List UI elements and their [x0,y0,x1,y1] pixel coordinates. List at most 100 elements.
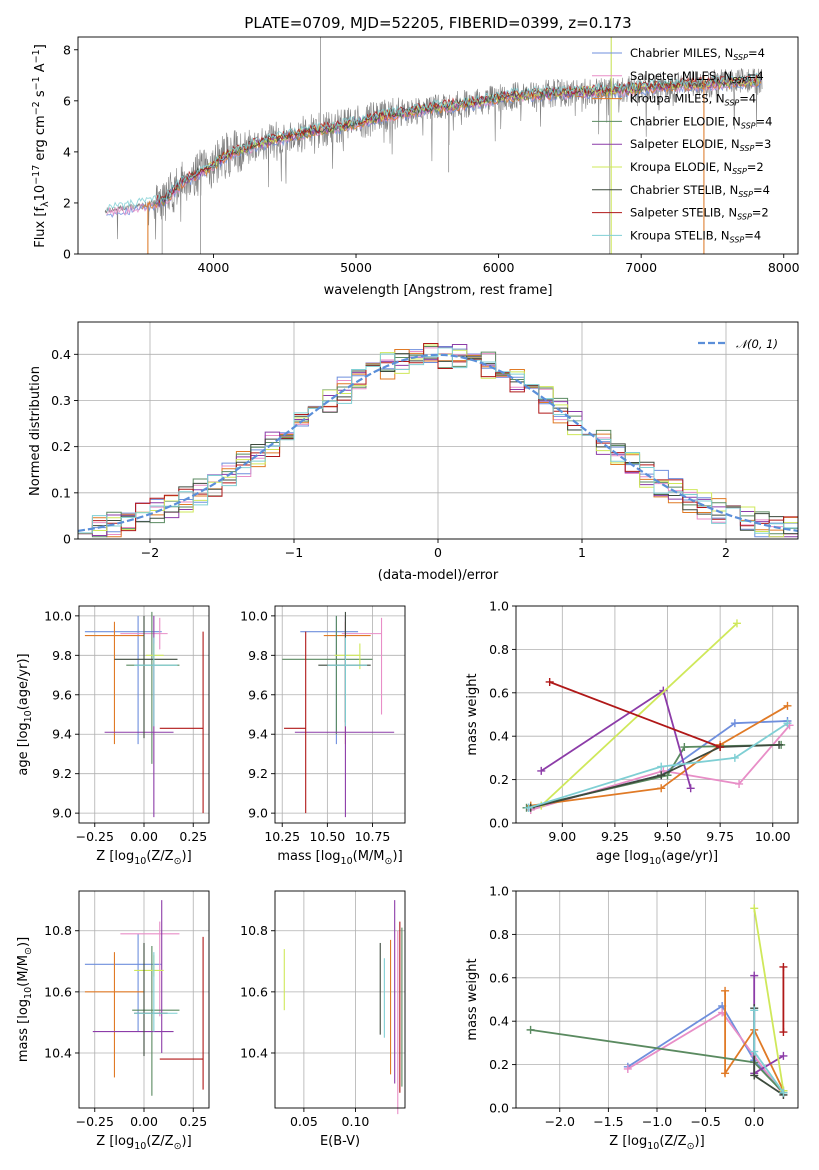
weight-marker [779,1051,788,1060]
x-tick-label: 5000 [340,260,372,275]
x-tick-label: 0.00 [130,1114,158,1129]
x-tick-label: −0.5 [690,1114,720,1129]
legend-entry: Kroupa ELODIE, NSSP=2 [630,160,764,176]
x-tick-label: −0.25 [76,829,114,844]
age-vs-metallicity-panel: −0.25 0.00 0.25 9.0 9.2 9.4 9.6 9.8 10.0 Z [log10… [16,605,210,867]
mass-vs-ebv-panel: 0.05 0.10 10.4 10.6 10.8 E(B-V) [240,890,406,1149]
y-tick-label: 0.3 [51,393,71,408]
x-tick-label: 0.05 [290,1114,318,1129]
y-tick-label: 0.6 [489,685,509,700]
weight-line-5 [753,908,785,1091]
y-tick-label: 0.4 [489,729,509,744]
x-tick-label: 2 [722,545,730,560]
legend-entry: Chabrier ELODIE, NSSP=4 [630,114,772,130]
x-tick-label: 10.75 [355,829,391,844]
x-tick-label: −2 [141,545,159,560]
x-tick-label: 4000 [198,260,230,275]
weight-marker [686,784,695,793]
weight-marker [657,771,666,780]
y-tick-label: 0.6 [489,970,509,985]
weight-line-5 [540,622,738,807]
weight-marker [716,743,725,752]
weight-marker [732,619,741,628]
y-tick-label: 0.8 [489,642,509,657]
x-tick-label: 9.50 [654,829,682,844]
y-tick-label: 0.4 [51,347,71,362]
legend-entry: Salpeter STELIB, NSSP=2 [630,206,769,222]
axes-frame [515,605,799,824]
axes-frame [274,890,406,1109]
x-axis-label: (data-model)/error [378,568,499,583]
weight-line-6 [530,744,780,809]
weight-marker [750,971,759,980]
legend-entry: Salpeter MILES, NSSP=4 [630,69,764,85]
weight-marker [545,677,554,686]
weight-marker [657,784,666,793]
legend-entry: Chabrier STELIB, NSSP=4 [630,183,770,199]
x-tick-label: 0 [434,545,442,560]
y-tick-label: 10.8 [240,923,268,938]
y-tick-label: 9.8 [52,648,72,663]
y-axis-label: mass weight [465,958,480,1040]
weight-vs-metallicity-panel: −2.0 −1.5 −1.0 −0.5 0.0 0.0 0.2 0.4 0.6 0.8 1.0 Z [… [465,884,799,1152]
y-tick-label: 8 [63,42,71,57]
y-tick-label: 0.0 [489,816,509,831]
weight-vs-age-panel: 9.00 9.25 9.50 9.75 10.00 0.0 0.2 0.4 0.6 0.8 1.0 a… [465,599,799,867]
y-tick-label: 9.4 [52,727,72,742]
x-tick-label: 0.10 [342,1114,370,1129]
weight-marker [750,1071,759,1080]
y-axis-label: mass weight [465,673,480,755]
weight-marker [524,803,533,812]
weight-line-8 [528,722,788,809]
x-axis-label: age [log10(age/yr)] [596,849,718,867]
x-tick-label: −1.0 [642,1114,672,1129]
y-tick-label: 9.2 [52,766,72,781]
y-tick-label: 10.4 [240,1045,268,1060]
x-tick-label: 9.75 [706,829,734,844]
weight-marker [526,1025,535,1034]
weight-marker [779,1088,788,1097]
y-tick-label: 0.2 [489,772,509,787]
weight-marker [730,719,739,728]
weight-line-2 [530,705,788,807]
weight-marker [775,740,784,749]
x-tick-label: 9.25 [601,829,629,844]
x-axis-label: Z [log10(Z/Z⊙)] [609,1134,704,1152]
weight-marker [623,1064,632,1073]
x-tick-label: 10.50 [309,829,345,844]
weight-marker [735,779,744,788]
y-tick-label: 1.0 [489,599,509,614]
y-axis-label: age [log10(age/yr)] [16,653,34,775]
x-tick-label: −1.5 [593,1114,623,1129]
legend-entry: Kroupa MILES, NSSP=4 [630,92,756,108]
y-tick-label: 0.0 [489,1101,509,1116]
y-axis-label: Normed distribution [28,366,43,496]
x-axis-label: mass [log10(M/M⊙)] [277,849,402,867]
y-tick-label: 10.0 [240,608,268,623]
residual-histogram-panel: −2 −1 0 1 2 0 0.1 0.2 0.3 0.4 (data-model)/error No… [28,321,799,583]
weight-marker [721,1069,730,1078]
age-vs-mass-panel: 10.25 10.50 10.75 9.0 9.2 9.4 9.6 9.8 10.0 mass [… [240,605,406,867]
legend-entry: Salpeter ELODIE, NSSP=3 [630,137,771,153]
x-tick-label: 10.25 [264,829,300,844]
y-tick-label: 9.2 [248,766,268,781]
y-tick-label: 4 [63,144,71,159]
x-tick-label: 8000 [768,260,800,275]
y-tick-label: 9.4 [248,727,268,742]
y-tick-label: 9.0 [52,806,72,821]
weight-marker [750,1047,759,1056]
y-tick-label: 0 [63,532,71,547]
weight-marker [730,753,739,762]
x-tick-label: −2.0 [545,1114,575,1129]
y-tick-label: 9.6 [248,687,268,702]
x-tick-label: 7000 [625,260,657,275]
axes-frame [274,605,406,824]
legend-entry: Chabrier MILES, NSSP=4 [630,46,765,62]
x-tick-label: 6000 [483,260,515,275]
y-tick-label: 0.2 [489,1057,509,1072]
y-tick-label: 2 [63,195,71,210]
y-tick-label: 10.6 [44,984,72,999]
y-tick-label: 9.0 [248,806,268,821]
weight-marker [537,766,546,775]
